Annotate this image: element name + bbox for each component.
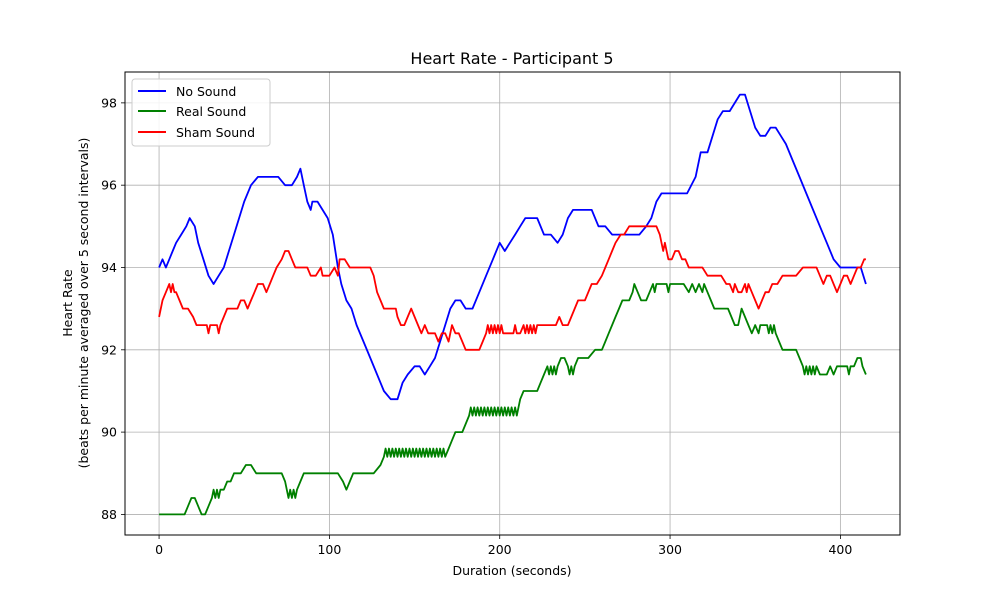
x-tick-label: 100 — [317, 542, 341, 557]
y-axis-label-line2: (beats per minute averaged over 5 second… — [76, 138, 91, 469]
x-tick-label: 0 — [155, 542, 163, 557]
x-tick-label: 400 — [828, 542, 852, 557]
x-axis-label: Duration (seconds) — [452, 563, 571, 578]
y-tick-label: 94 — [101, 260, 117, 275]
series-line-real-sound — [159, 283, 867, 516]
plot-area — [158, 93, 867, 516]
legend: No Sound Real Sound Sham Sound — [131, 78, 271, 147]
legend-label-no-sound: No Sound — [176, 84, 236, 99]
series-line-sham-sound — [158, 225, 866, 351]
axes-frame — [124, 71, 901, 536]
series-lines — [158, 93, 867, 516]
x-axis-ticks: 0 100 200 300 400 — [155, 535, 852, 557]
legend-box — [131, 78, 271, 147]
legend-label-sham-sound: Sham Sound — [176, 125, 255, 140]
grid-lines — [125, 72, 900, 535]
series-line-no-sound — [158, 93, 867, 401]
y-axis-ticks: 88 90 92 94 96 98 — [101, 95, 125, 522]
y-axis-label-line1: Heart Rate — [60, 269, 75, 337]
y-tick-label: 96 — [101, 178, 117, 193]
x-tick-label: 300 — [658, 542, 682, 557]
legend-label-real-sound: Real Sound — [176, 104, 246, 119]
y-tick-label: 90 — [101, 425, 117, 440]
y-tick-label: 88 — [101, 507, 117, 522]
x-tick-label: 200 — [488, 542, 512, 557]
chart-title: Heart Rate - Participant 5 — [410, 49, 613, 68]
y-tick-label: 98 — [101, 95, 117, 110]
y-tick-label: 92 — [101, 342, 117, 357]
